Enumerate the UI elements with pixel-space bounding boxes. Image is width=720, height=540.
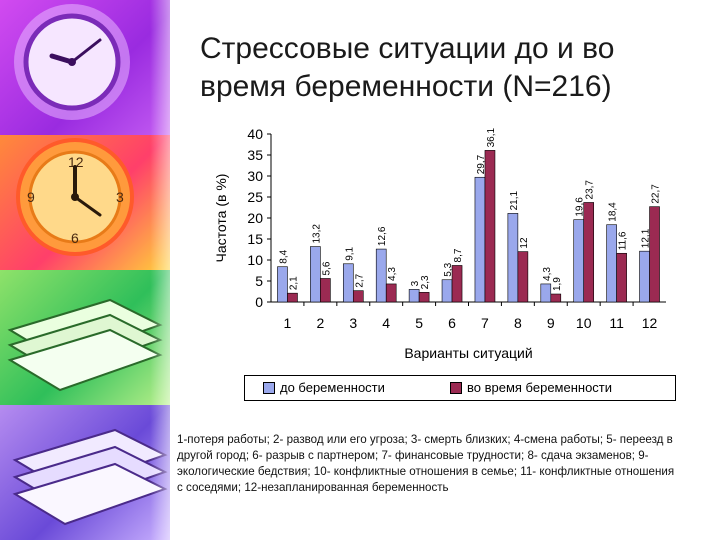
svg-text:6: 6 (71, 230, 79, 246)
y-tick-label: 30 (247, 168, 263, 184)
bar-series-2 (385, 283, 397, 303)
data-label: 29,7 (476, 154, 487, 174)
bar-series-1 (310, 246, 321, 303)
bar-chart: 051015202530354018,42,1213,25,639,12,741… (213, 126, 666, 361)
bar-series-2 (517, 251, 529, 303)
bar-series-2 (583, 202, 595, 303)
situations-legend-caption: 1-потеря работы; 2- развод или его угроз… (177, 433, 675, 494)
data-label: 36,1 (486, 127, 497, 147)
svg-text:3: 3 (116, 189, 124, 205)
x-tick-label: 8 (514, 315, 522, 331)
x-tick-label: 7 (481, 315, 489, 331)
y-tick-label: 20 (247, 210, 263, 226)
data-label: 9,1 (344, 246, 355, 260)
data-label: 4,3 (387, 267, 398, 281)
data-label: 8,7 (453, 248, 464, 262)
bar-series-1 (606, 224, 617, 303)
bar-series-1 (441, 279, 453, 303)
bar-series-1 (375, 248, 387, 303)
bar-series-1 (573, 219, 585, 303)
bar-series-1 (639, 250, 650, 303)
legend-swatch-series-2 (450, 381, 462, 394)
bar-series-1 (408, 289, 420, 303)
data-label: 19,6 (575, 197, 586, 217)
data-label: 3 (410, 280, 421, 286)
x-tick-label: 2 (316, 315, 324, 331)
y-tick-label: 10 (247, 252, 263, 268)
x-tick-label: 10 (576, 315, 592, 331)
data-label: 22,7 (651, 184, 662, 204)
data-label: 5,3 (443, 262, 454, 276)
y-tick-label: 15 (247, 231, 263, 247)
bar-series-1 (507, 213, 519, 303)
x-tick-label: 1 (284, 315, 292, 331)
bar-series-2 (484, 150, 496, 303)
books-image-purple (0, 405, 170, 540)
data-label: 2,3 (420, 275, 431, 289)
books-image-green (0, 270, 170, 405)
bar-series-1 (277, 266, 288, 303)
data-label: 4,3 (542, 267, 553, 281)
x-tick-label: 5 (415, 315, 423, 331)
data-label: 21,1 (509, 190, 520, 210)
violet-clock-icon (14, 4, 130, 120)
chart-legend: до беременности во время беременности (244, 375, 676, 401)
data-label: 12,1 (641, 228, 652, 248)
strip-fade (150, 0, 170, 540)
data-label: 13,2 (311, 224, 322, 244)
y-tick-label: 0 (255, 294, 263, 310)
y-tick-label: 40 (247, 126, 263, 142)
data-label: 8,4 (278, 249, 289, 263)
slide-title: Стрессовые ситуации до и во время береме… (200, 30, 700, 106)
bar-series-2 (451, 265, 463, 303)
bar-series-2 (287, 292, 298, 303)
slide-title-line-2: время беременности (N=216) (200, 70, 612, 103)
data-label: 12 (519, 237, 530, 249)
books-stack-purple-icon (12, 428, 168, 526)
data-label: 2,1 (288, 276, 299, 290)
bar-series-2 (550, 293, 562, 303)
data-label: 1,9 (552, 277, 563, 291)
legend-item-series-1: до беременности (263, 380, 385, 395)
legend-item-series-2: во время беременности (450, 380, 612, 395)
x-tick-label: 12 (642, 315, 658, 331)
decorative-image-strip: 12 3 6 9 (0, 0, 170, 540)
data-label: 18,4 (608, 202, 619, 222)
orange-clock-icon: 12 3 6 9 (16, 138, 134, 256)
slide-title-line-1: Стрессовые ситуации до и во (200, 32, 615, 65)
x-tick-label: 9 (547, 315, 555, 331)
x-tick-label: 4 (382, 315, 390, 331)
svg-text:9: 9 (27, 189, 35, 205)
bar-series-2 (616, 252, 627, 303)
bar-series-2 (418, 292, 430, 303)
legend-swatch-series-1 (263, 381, 275, 394)
data-label: 23,7 (585, 180, 596, 200)
data-label: 11,6 (618, 231, 629, 250)
legend-label-series-2: во время беременности (467, 380, 613, 395)
x-tick-label: 3 (349, 315, 357, 331)
y-tick-label: 5 (255, 273, 263, 289)
clock-image-orange: 12 3 6 9 (0, 135, 170, 270)
svg-text:12: 12 (68, 154, 84, 170)
books-stack-icon (7, 298, 163, 392)
bar-series-1 (474, 176, 486, 303)
x-tick-label: 6 (448, 315, 456, 331)
data-label: 2,7 (354, 273, 365, 287)
y-tick-label: 35 (247, 147, 263, 163)
clock-image-violet (0, 0, 170, 135)
bar-series-1 (342, 263, 354, 303)
x-tick-label: 11 (609, 315, 624, 331)
bar-series-1 (540, 283, 552, 303)
x-axis-title: Варианты ситуаций (404, 345, 532, 361)
legend-label-series-1: до беременности (280, 380, 385, 395)
bar-series-2 (649, 206, 660, 303)
bar-series-2 (320, 278, 331, 303)
y-axis-title: Частота (в %) (213, 174, 229, 263)
data-label: 5,6 (321, 261, 332, 275)
data-label: 12,6 (377, 226, 388, 246)
y-tick-label: 25 (247, 189, 263, 205)
bar-series-2 (352, 290, 364, 303)
